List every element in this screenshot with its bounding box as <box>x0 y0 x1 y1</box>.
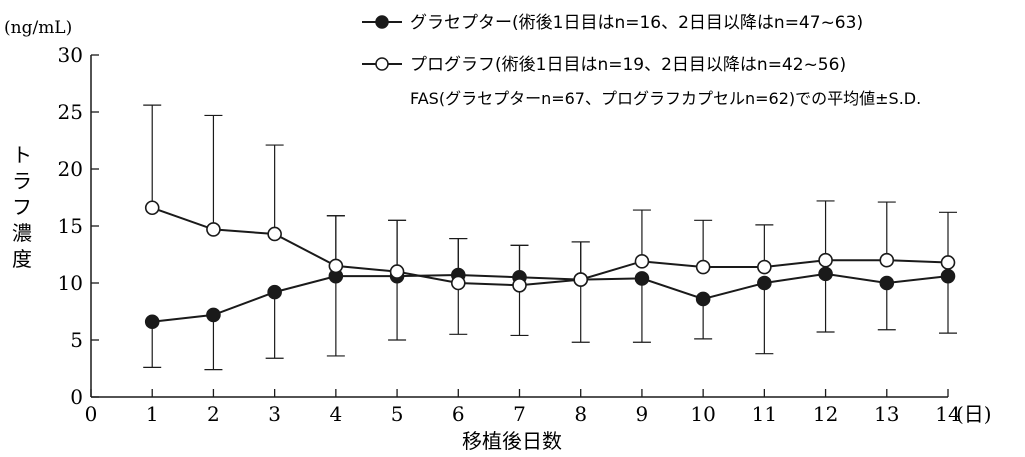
data-point-graceptor <box>695 291 711 307</box>
series-line-prograf <box>151 206 949 287</box>
x-tick-label: 5 <box>391 402 404 426</box>
data-point-prograf <box>206 222 221 237</box>
chart-note: FAS(グラセプターn=67、プログラフカプセルn=62)での平均値±S.D. <box>410 89 921 108</box>
legend-label-graceptor: グラセプター(術後1日目はn=16、2日目以降はn=47~63) <box>410 13 863 33</box>
data-point-graceptor <box>757 275 772 291</box>
y-tick-label: 25 <box>58 100 83 124</box>
x-tick-label: 9 <box>636 402 649 426</box>
data-point-prograf <box>818 252 833 268</box>
data-point-graceptor <box>144 314 160 330</box>
x-tick-label: 6 <box>452 402 465 426</box>
x-axis-unit: (日) <box>956 402 992 426</box>
x-tick-label: 8 <box>574 402 587 426</box>
data-point-prograf <box>879 252 895 268</box>
data-point-prograf <box>695 259 711 275</box>
legend-item-prograf: プログラフ(術後1日目はn=19、2日目以降はn=42~56) <box>362 55 846 75</box>
data-point-graceptor <box>267 284 282 300</box>
x-tick-label: 14 <box>935 402 960 426</box>
x-tick-label: 2 <box>207 402 220 426</box>
data-point-prograf <box>450 275 466 291</box>
x-tick-label: 7 <box>513 402 526 426</box>
x-tick-label: 3 <box>268 402 281 426</box>
y-tick-label: 10 <box>58 271 83 295</box>
series-points <box>144 200 956 330</box>
y-tick-label: 5 <box>70 328 83 352</box>
data-point-prograf <box>634 254 650 269</box>
y-axis-unit: (ng/mL) <box>4 18 72 38</box>
data-point-prograf <box>328 258 344 274</box>
x-tick-label: 4 <box>329 402 342 426</box>
y-axis-title: トラフ濃度 <box>12 143 32 271</box>
data-point-prograf <box>940 255 956 270</box>
legend-marker-open-circle-icon <box>375 57 389 71</box>
y-tick-label: 20 <box>58 157 83 181</box>
y-tick-label: 0 <box>70 385 83 409</box>
data-point-graceptor <box>818 266 833 282</box>
legend-item-graceptor: グラセプター(術後1日目はn=16、2日目以降はn=47~63) <box>362 13 863 33</box>
data-point-graceptor <box>940 268 956 284</box>
x-tick-label: 13 <box>874 402 899 426</box>
x-tick-label: 12 <box>813 402 838 426</box>
x-tick-label: 11 <box>752 402 777 426</box>
x-tick-label: 10 <box>690 402 715 426</box>
y-tick-label: 15 <box>58 214 83 238</box>
data-point-prograf <box>144 200 160 216</box>
x-axis-ticks: 0 1 2 3 4 5 6 7 8 9 10 11 12 13 14 <box>85 389 961 426</box>
x-tick-label: 1 <box>146 402 159 426</box>
data-point-prograf <box>267 226 282 242</box>
x-tick-label: 0 <box>85 402 98 426</box>
data-point-prograf <box>757 259 772 275</box>
series-lines <box>151 206 949 323</box>
data-point-prograf <box>573 272 589 287</box>
data-point-prograf <box>389 264 405 279</box>
y-tick-label: 30 <box>58 43 83 67</box>
error-bars <box>143 104 957 371</box>
data-point-graceptor <box>879 275 895 291</box>
legend-label-prograf: プログラフ(術後1日目はn=19、2日目以降はn=42~56) <box>410 55 846 75</box>
data-point-graceptor <box>206 307 221 323</box>
y-axis-ticks: 0 5 10 15 20 25 30 <box>58 43 99 409</box>
series-line-graceptor <box>152 272 949 323</box>
legend-marker-filled-circle-icon <box>375 15 389 29</box>
x-axis-title: 移植後日数 <box>462 429 562 453</box>
legend: グラセプター(術後1日目はn=16、2日目以降はn=47~63) プログラフ(術… <box>362 13 921 108</box>
data-point-graceptor <box>634 271 650 286</box>
data-point-prograf <box>512 277 527 293</box>
